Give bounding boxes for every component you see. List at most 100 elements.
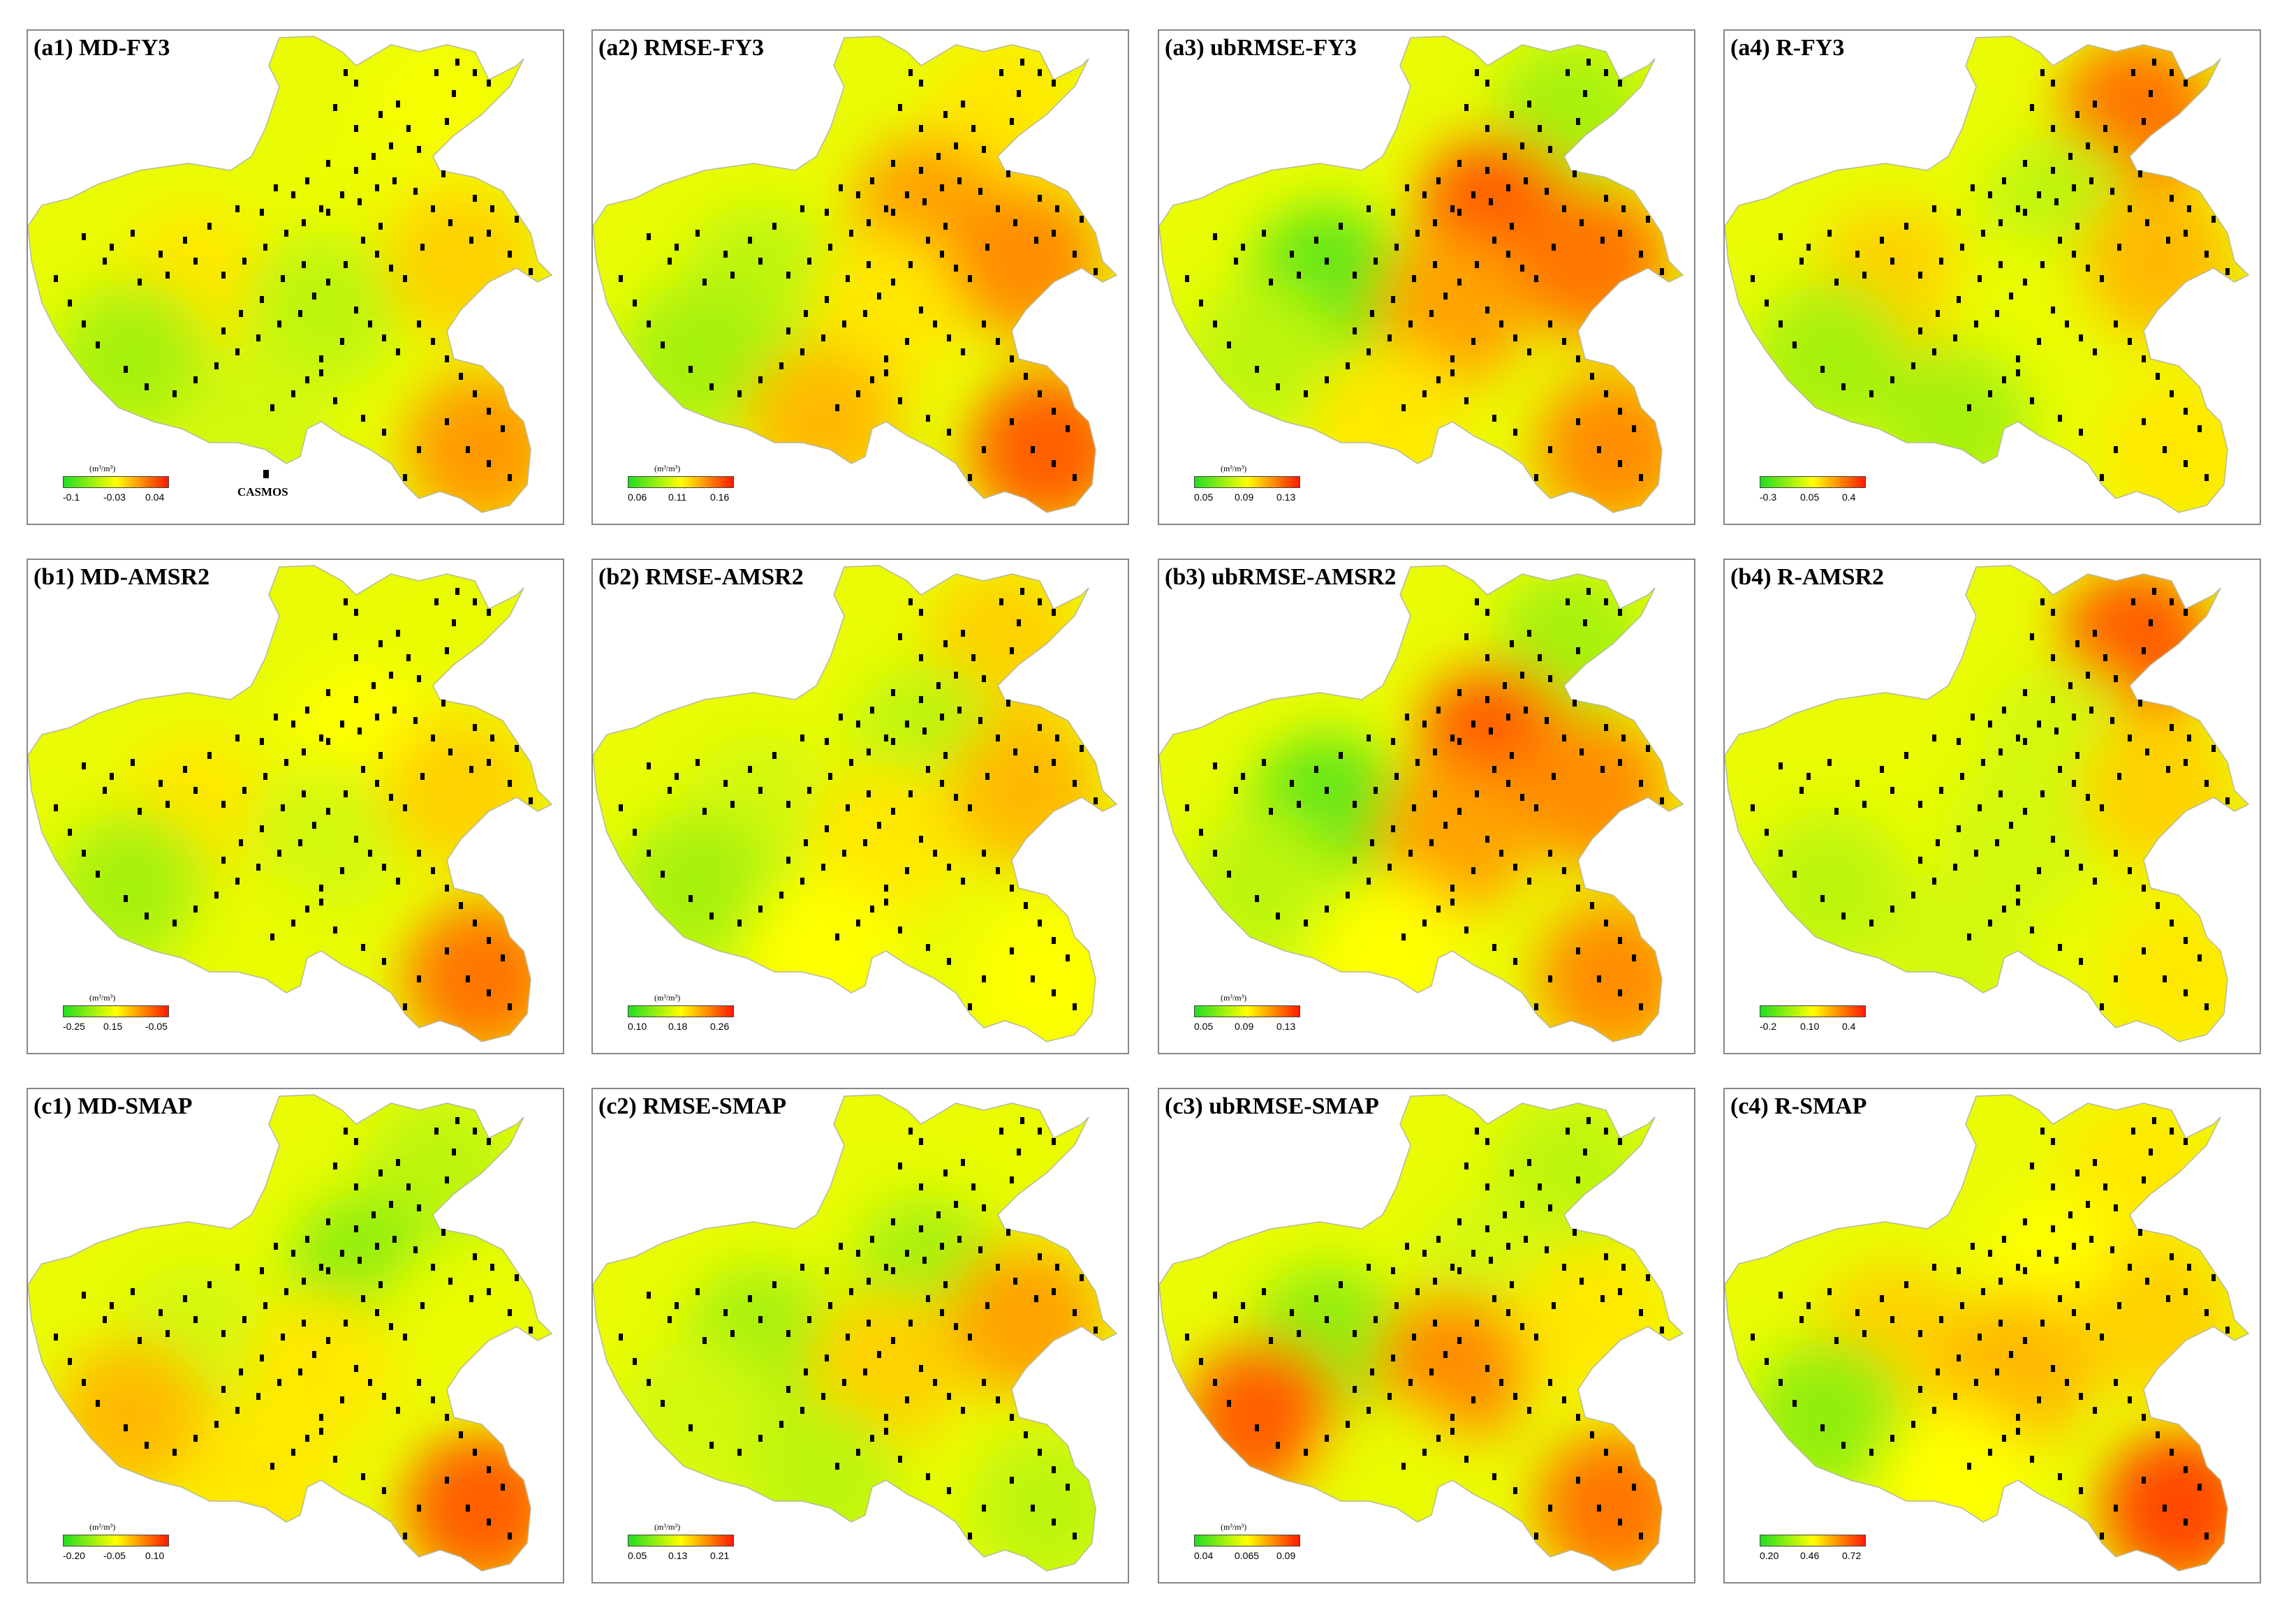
station-marker: [2142, 118, 2146, 125]
station-marker: [926, 1295, 930, 1302]
station-marker: [434, 1128, 439, 1135]
station-marker: [1957, 1354, 1961, 1361]
station-marker: [1457, 1337, 1462, 1344]
station-marker: [326, 808, 330, 815]
station-marker: [936, 153, 941, 160]
station-marker: [1995, 839, 1999, 846]
station-marker: [1052, 759, 1056, 766]
station-marker: [239, 310, 243, 317]
station-marker: [326, 160, 330, 167]
station-marker: [2197, 425, 2202, 432]
station-marker: [2184, 230, 2188, 237]
station-marker: [1020, 588, 1024, 595]
station-marker: [1052, 460, 1056, 467]
station-marker: [926, 766, 930, 773]
station-marker: [807, 787, 811, 794]
station-marker: [870, 376, 874, 383]
station-marker: [1855, 780, 1860, 787]
station-marker: [884, 1414, 888, 1421]
station-marker: [1422, 1250, 1427, 1257]
station-marker: [1031, 975, 1035, 982]
station-marker: [445, 1176, 449, 1183]
station-marker: [2152, 1117, 2156, 1124]
station-marker: [466, 975, 470, 982]
station-marker: [1604, 1128, 1608, 1135]
value-blob: [1878, 345, 2032, 499]
station-marker: [2089, 1236, 2093, 1243]
station-marker: [1436, 906, 1441, 913]
station-marker: [396, 1159, 400, 1166]
station-marker: [1241, 1302, 1245, 1309]
station-marker: [82, 320, 86, 327]
value-blob: [970, 902, 1117, 1042]
station-marker: [2086, 1323, 2090, 1330]
station-marker: [1405, 1243, 1409, 1250]
station-marker: [821, 334, 825, 341]
station-marker: [971, 1183, 975, 1190]
station-marker: [1792, 341, 1797, 348]
station-marker: [1618, 989, 1622, 996]
panel-title: (a1) MD-FY3: [34, 35, 170, 61]
province-border: [28, 1094, 553, 1572]
station-marker: [1576, 1414, 1580, 1421]
station-marker: [1429, 1368, 1434, 1375]
station-marker: [982, 850, 986, 857]
station-marker: [2145, 219, 2149, 226]
station-marker: [68, 829, 72, 836]
station-marker: [2204, 251, 2209, 258]
station-marker: [804, 310, 808, 317]
station-marker: [1779, 1379, 1783, 1386]
station-marker: [403, 1003, 407, 1010]
station-marker: [2114, 975, 2118, 982]
station-marker: [996, 205, 1000, 212]
station-marker: [1618, 1519, 1622, 1526]
province-border: [1725, 565, 2250, 1042]
station-marker: [239, 839, 243, 846]
station-marker: [1464, 1456, 1468, 1463]
station-marker: [1967, 404, 1971, 411]
station-marker: [1618, 230, 1622, 237]
station-marker: [804, 839, 808, 846]
station-marker: [898, 1456, 902, 1463]
station-marker: [382, 1393, 386, 1400]
colorbar: (m³/m³) 0.06 0.11 0.16: [628, 464, 746, 505]
station-marker: [947, 1487, 951, 1494]
station-marker: [207, 223, 212, 230]
station-marker: [159, 1309, 163, 1316]
station-marker: [957, 177, 962, 184]
station-marker: [417, 320, 421, 327]
station-marker: [1499, 850, 1503, 857]
province-map: [593, 36, 1118, 513]
station-marker: [1367, 1407, 1371, 1414]
colorbar-ramp: [628, 1535, 734, 1547]
station-marker: [2166, 766, 2170, 773]
station-marker: [110, 1302, 114, 1309]
station-marker: [1038, 598, 1042, 605]
station-marker: [487, 609, 491, 616]
station-marker: [2051, 1365, 2055, 1372]
station-marker: [1988, 1250, 1992, 1257]
station-marker: [2156, 373, 2160, 380]
station-marker: [2093, 630, 2097, 637]
station-marker: [1932, 878, 1936, 885]
colorbar-tick-label: -0.25: [63, 1021, 85, 1032]
station-marker: [884, 1428, 888, 1435]
station-marker: [2114, 850, 2118, 857]
station-marker: [891, 160, 895, 167]
value-blob: [746, 345, 900, 499]
panel-title: (b1) MD-AMSR2: [34, 564, 210, 590]
station-marker: [2128, 205, 2132, 212]
station-marker: [344, 790, 348, 797]
station-marker: [1957, 296, 1961, 303]
station-marker: [235, 1407, 240, 1414]
station-marker: [1998, 790, 2003, 797]
station-marker: [1038, 69, 1042, 76]
station-marker: [448, 1278, 452, 1285]
station-marker: [138, 808, 142, 815]
station-marker: [193, 787, 198, 794]
station-marker: [1618, 759, 1622, 766]
station-marker: [361, 944, 365, 951]
station-marker: [1391, 738, 1395, 745]
station-marker: [281, 1334, 285, 1341]
station-marker: [193, 258, 198, 265]
